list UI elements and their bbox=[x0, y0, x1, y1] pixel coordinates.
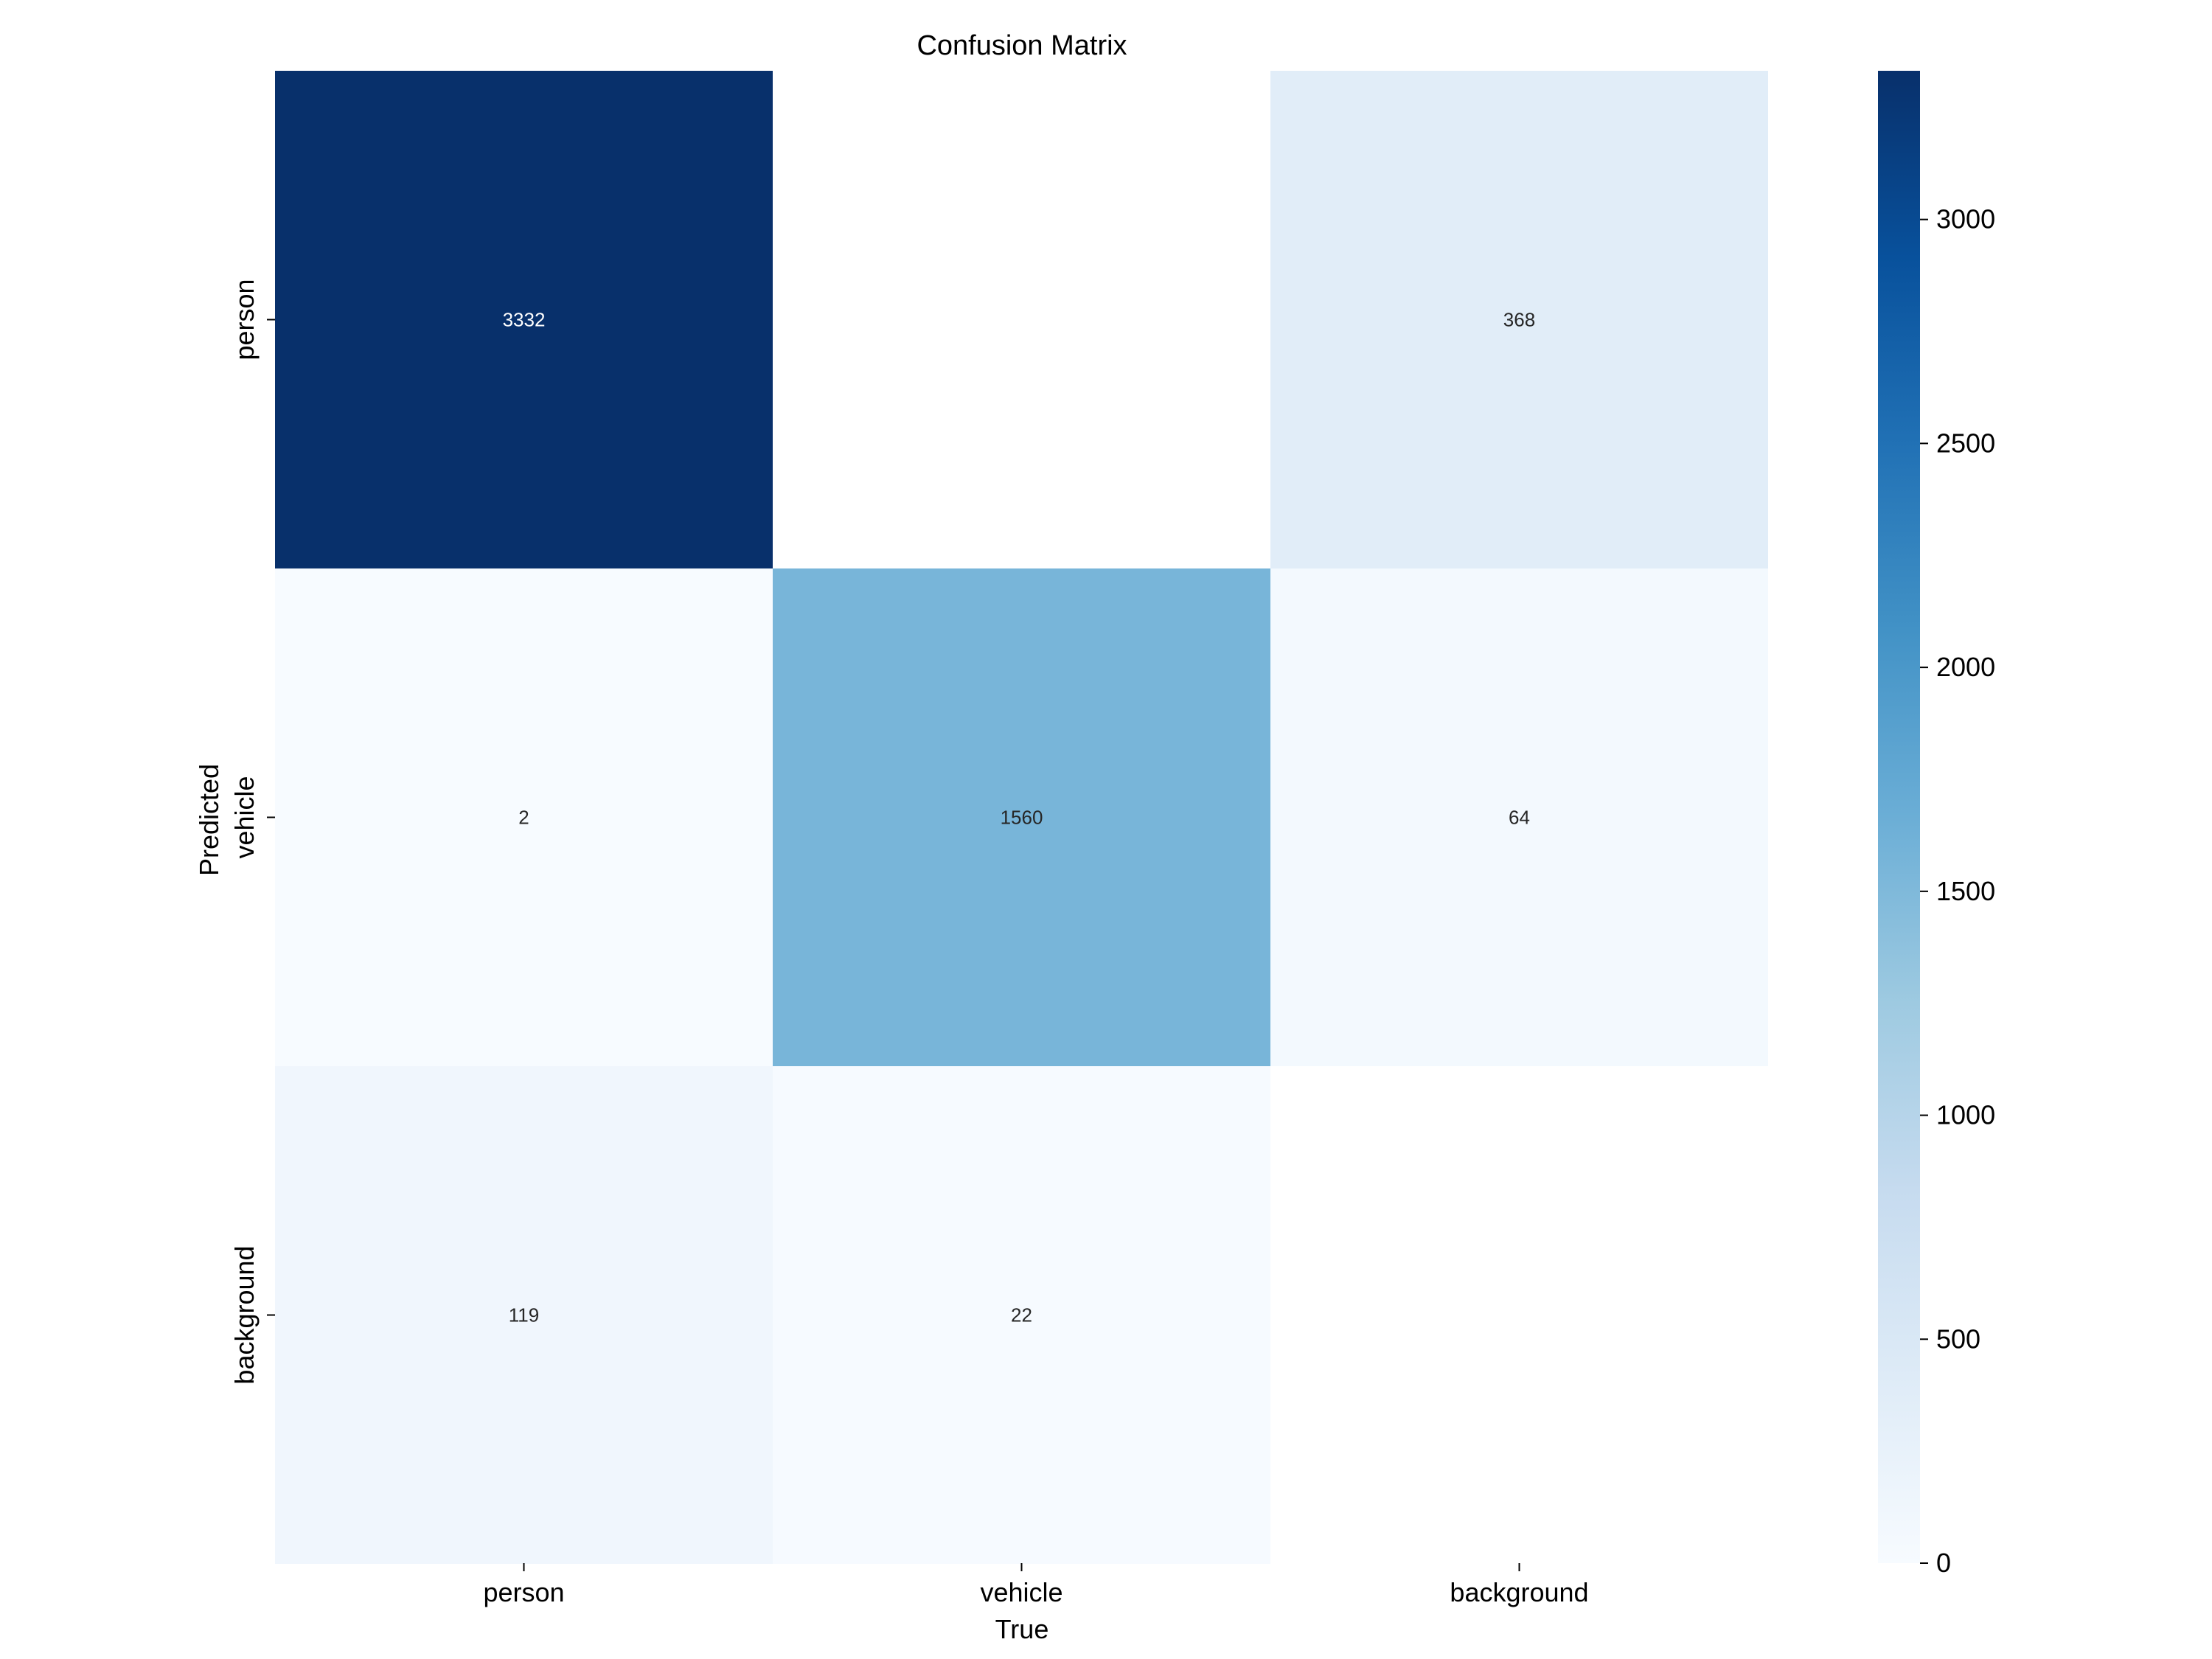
x-axis-label: True bbox=[995, 1614, 1049, 1644]
colorbar-tick-label-1500: 1500 bbox=[1936, 876, 1995, 906]
cell-vehicle-person bbox=[275, 568, 773, 1066]
cell-background-person bbox=[275, 1066, 773, 1564]
colorbar-tick-label-2000: 2000 bbox=[1936, 652, 1995, 682]
cell-background-vehicle bbox=[773, 1066, 1270, 1564]
cell-person-background bbox=[1270, 71, 1768, 568]
cell-person-vehicle bbox=[773, 71, 1270, 568]
x-tick-label-background: background bbox=[1450, 1577, 1588, 1607]
cell-value-background-person: 119 bbox=[509, 1304, 539, 1326]
cell-value-person-background: 368 bbox=[1503, 309, 1535, 331]
colorbar-tick-label-0: 0 bbox=[1936, 1548, 1951, 1578]
y-tick-label-vehicle: vehicle bbox=[229, 776, 260, 858]
y-tick-label-background: background bbox=[229, 1245, 260, 1384]
colorbar-tick-label-1000: 1000 bbox=[1936, 1100, 1995, 1130]
y-axis-ticks: person vehicle background bbox=[229, 279, 275, 1385]
cell-vehicle-background bbox=[1270, 568, 1768, 1066]
cell-value-person-person: 3332 bbox=[503, 309, 546, 331]
cell-vehicle-vehicle bbox=[773, 568, 1270, 1066]
colorbar-tick-label-2500: 2500 bbox=[1936, 428, 1995, 458]
y-axis-label: Predicted bbox=[194, 764, 224, 876]
colorbar-ticks: 0 500 1000 1500 2000 2500 3000 bbox=[1920, 204, 1995, 1578]
cell-background-background bbox=[1270, 1066, 1768, 1564]
y-tick-label-person: person bbox=[229, 279, 260, 360]
colorbar-tick-label-500: 500 bbox=[1936, 1324, 1980, 1354]
cell-value-background-vehicle: 22 bbox=[1011, 1304, 1032, 1326]
colorbar bbox=[1878, 71, 1920, 1563]
heatmap-cells: 3332 368 2 1560 64 119 22 bbox=[275, 71, 1768, 1564]
x-tick-label-person: person bbox=[483, 1577, 564, 1607]
cell-value-vehicle-background: 64 bbox=[1509, 807, 1530, 829]
cell-value-vehicle-person: 2 bbox=[518, 807, 529, 829]
x-tick-label-vehicle: vehicle bbox=[980, 1577, 1062, 1607]
x-axis-ticks: person vehicle background bbox=[483, 1563, 1589, 1607]
cell-person-person bbox=[275, 71, 773, 568]
colorbar-tick-label-3000: 3000 bbox=[1936, 204, 1995, 234]
cell-value-vehicle-vehicle: 1560 bbox=[1001, 807, 1043, 829]
chart-title: Confusion Matrix bbox=[917, 30, 1127, 61]
